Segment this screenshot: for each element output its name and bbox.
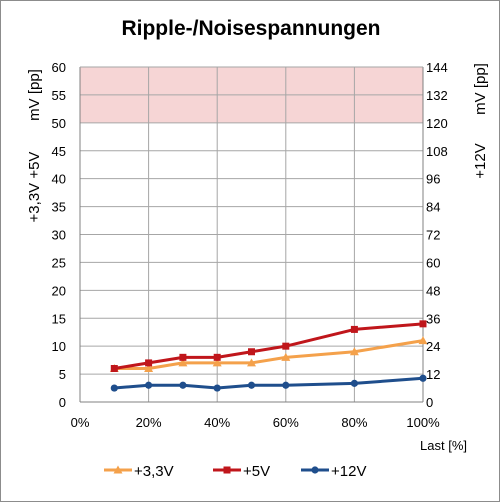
x-tick-label: 60%: [273, 415, 299, 430]
y-tick-right-label: 72: [426, 228, 440, 243]
data-point-triangle: [247, 358, 256, 367]
y-tick-right-label: 36: [426, 311, 440, 326]
y-tick-right-label: 108: [426, 144, 448, 159]
y-tick-left-label: 30: [52, 228, 66, 243]
data-point-square: [248, 348, 255, 356]
y-tick-left-label: 10: [52, 339, 66, 354]
data-point-square: [179, 353, 187, 361]
x-tick-label: 20%: [136, 415, 162, 430]
data-point-triangle: [144, 364, 154, 372]
data-point-triangle: [418, 336, 428, 345]
y-tick-right-label: 60: [426, 255, 440, 270]
y-tick-right-label: 0: [426, 395, 433, 410]
legend-label: +3,3V: [134, 463, 174, 480]
data-point-circle: [213, 384, 221, 392]
x-tick-label: 100%: [406, 415, 440, 430]
legend-marker-circle: [311, 466, 319, 474]
series-line-triangle: [114, 339, 424, 370]
data-point-square: [145, 359, 153, 367]
y-tick-left-label: 50: [52, 116, 66, 131]
data-point-square: [350, 325, 358, 333]
y-tick-left-label: 60: [52, 60, 66, 75]
y-tick-right-label: 132: [426, 88, 448, 103]
y-tick-left-label: 25: [52, 255, 66, 270]
y-tick-left-label: 0: [59, 395, 66, 410]
data-point-square: [419, 320, 427, 328]
data-point-circle: [110, 384, 118, 392]
legend-label: +5V: [243, 463, 270, 480]
x-axis-label: Last [%]: [420, 438, 467, 453]
legend: +3,3V +5V +12V: [104, 463, 366, 480]
data-point-circle: [282, 381, 290, 389]
legend-marker-square: [223, 466, 231, 474]
y-axis-left-label-series: +3,3V +5V: [26, 152, 43, 223]
y-tick-left-label: 20: [52, 283, 66, 298]
data-point-square: [213, 353, 221, 361]
data-point-circle: [145, 381, 153, 389]
y-tick-left-label: 40: [52, 172, 66, 187]
y-tick-right-label: 12: [426, 367, 440, 382]
y-tick-left-label: 5: [59, 367, 66, 382]
data-point-circle: [247, 381, 256, 389]
y-tick-left-label: 45: [52, 144, 66, 159]
y-tick-right-label: 84: [426, 200, 440, 215]
data-point-triangle: [349, 347, 359, 356]
data-point-triangle: [281, 352, 291, 361]
x-tick-label: 0%: [71, 415, 90, 430]
y-tick-right-label: 96: [426, 172, 440, 187]
data-point-square: [110, 365, 118, 372]
chart-title: Ripple-/Noisespannungen: [121, 17, 380, 40]
data-point-triangle: [178, 358, 188, 367]
y-tick-left-label: 55: [52, 88, 66, 103]
data-point-square: [282, 342, 290, 350]
x-tick-label: 40%: [204, 415, 230, 430]
data-point-circle: [419, 374, 427, 382]
data-point-circle: [179, 381, 187, 389]
y-axis-right-label-unit: mV [pp]: [472, 63, 489, 115]
legend-label: +12V: [331, 463, 366, 480]
data-point-triangle: [212, 358, 222, 367]
series-line-circle: [114, 376, 424, 390]
y-tick-left-label: 35: [52, 200, 66, 215]
data-point-circle: [350, 379, 358, 387]
y-axis-right-label-series: +12V: [472, 143, 489, 178]
y-tick-right-label: 144: [426, 60, 448, 75]
legend-marker-triangle: [113, 465, 123, 474]
y-tick-right-label: 24: [426, 339, 440, 354]
y-tick-left-label: 15: [52, 311, 66, 326]
y-tick-right-label: 48: [426, 283, 440, 298]
x-tick-label: 80%: [341, 415, 367, 430]
series-line-square: [114, 322, 424, 370]
y-axis-left-label-unit: mV [pp]: [26, 69, 43, 121]
y-tick-right-label: 120: [426, 116, 448, 131]
